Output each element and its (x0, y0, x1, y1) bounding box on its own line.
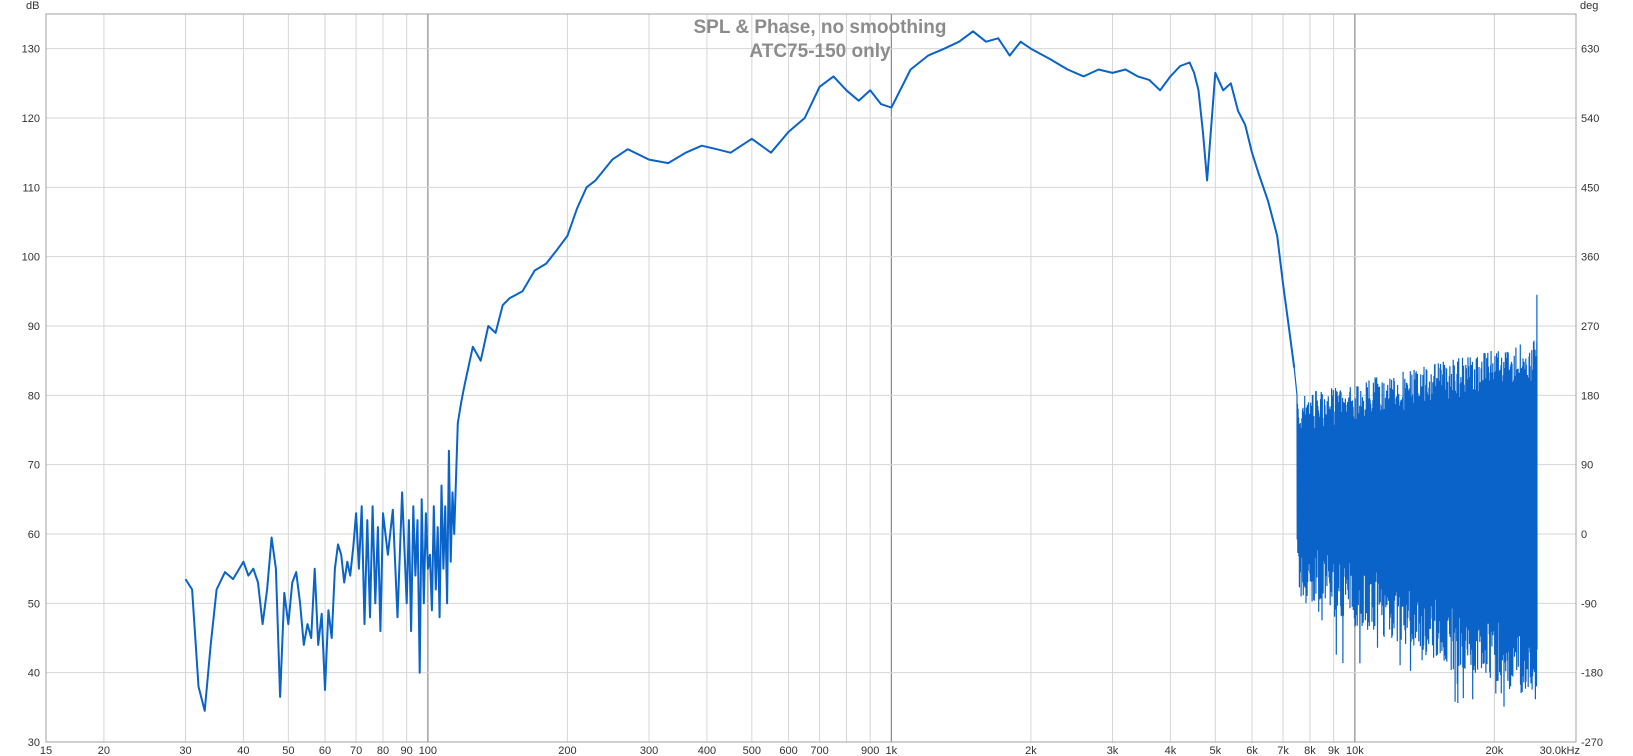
y-tick-label: 40 (28, 668, 40, 680)
y-tick-label: 120 (22, 113, 40, 125)
x-tick-label: 15 (40, 745, 52, 756)
x-tick-label: 70 (350, 745, 362, 756)
x-tick-label: 400 (698, 745, 716, 756)
y-tick-label: 110 (22, 182, 40, 194)
y-tick-label: 80 (28, 390, 40, 402)
y2-tick-label: 540 (1581, 113, 1599, 125)
spl-noise-trace (1293, 294, 1538, 707)
x-tick-label: 900 (861, 745, 879, 756)
y2-tick-label: -270 (1581, 737, 1603, 749)
y2-tick-label: 450 (1581, 182, 1599, 194)
y2-tick-label: 630 (1581, 44, 1599, 56)
y2-tick-label: 360 (1581, 252, 1599, 264)
noise-region (1293, 294, 1538, 707)
chart-subtitle: ATC75-150 only (749, 41, 891, 62)
spl-series-line (184, 30, 1296, 712)
x-tick-label: 90 (401, 745, 413, 756)
x-tick-label: 3k (1107, 745, 1119, 756)
x-tick-label: 100 (419, 745, 437, 756)
y-axis-ticks: 30 40 50 60 70 80 90 100 110 120 130 (22, 44, 40, 749)
x-tick-label: 30 (179, 745, 191, 756)
plot-frame (45, 13, 1577, 743)
x-tick-label: 2k (1025, 745, 1037, 756)
y2-tick-label: 270 (1581, 321, 1599, 333)
x-tick-label: 60 (319, 745, 331, 756)
x-tick-label: 80 (377, 745, 389, 756)
y2-axis-ticks: -270 -180 -90 0 90 180 270 360 450 540 630 (1581, 44, 1603, 749)
x-tick-label: 4k (1165, 745, 1177, 756)
y2-tick-label: 180 (1581, 390, 1599, 402)
y2-tick-label: -90 (1581, 598, 1597, 610)
x-tick-label: 8k (1304, 745, 1316, 756)
x-tick-label: 7k (1277, 745, 1289, 756)
y-tick-label: 100 (22, 252, 40, 264)
x-tick-label: 10k (1346, 745, 1364, 756)
y2-tick-label: -180 (1581, 668, 1603, 680)
x-tick-label: 50 (282, 745, 294, 756)
x-tick-label: 40 (237, 745, 249, 756)
y-tick-label: 90 (28, 321, 40, 333)
y-tick-label: 30 (28, 737, 40, 749)
y-tick-label: 50 (28, 598, 40, 610)
x-tick-label: 20 (98, 745, 110, 756)
x-tick-label: 9k (1328, 745, 1340, 756)
y-tick-label: 130 (22, 44, 40, 56)
x-tick-label: 200 (558, 745, 576, 756)
y-tick-label: 60 (28, 529, 40, 541)
x-axis-ticks: 15 20 30 40 50 60 70 80 90 100 200 300 400 500 600 700 9… (40, 745, 1580, 756)
y2-tick-label: 90 (1581, 460, 1593, 472)
x-tick-label: 700 (810, 745, 828, 756)
x-tick-label: 300 (640, 745, 658, 756)
x-tick-label: 6k (1246, 745, 1258, 756)
y2-tick-label: 0 (1581, 529, 1587, 541)
grid-lines (45, 14, 1577, 743)
left-axis-unit: dB (26, 0, 39, 12)
x-tick-label: 30.0kHz (1540, 745, 1580, 756)
right-axis-unit: deg (1580, 0, 1598, 12)
x-tick-label: 600 (779, 745, 797, 756)
x-tick-label: 5k (1210, 745, 1222, 756)
x-tick-label: 500 (743, 745, 761, 756)
x-tick-label: 1k (886, 745, 898, 756)
chart-title: SPL & Phase, no smoothing (693, 17, 946, 38)
y-tick-label: 70 (28, 460, 40, 472)
x-tick-label: 20k (1486, 745, 1504, 756)
